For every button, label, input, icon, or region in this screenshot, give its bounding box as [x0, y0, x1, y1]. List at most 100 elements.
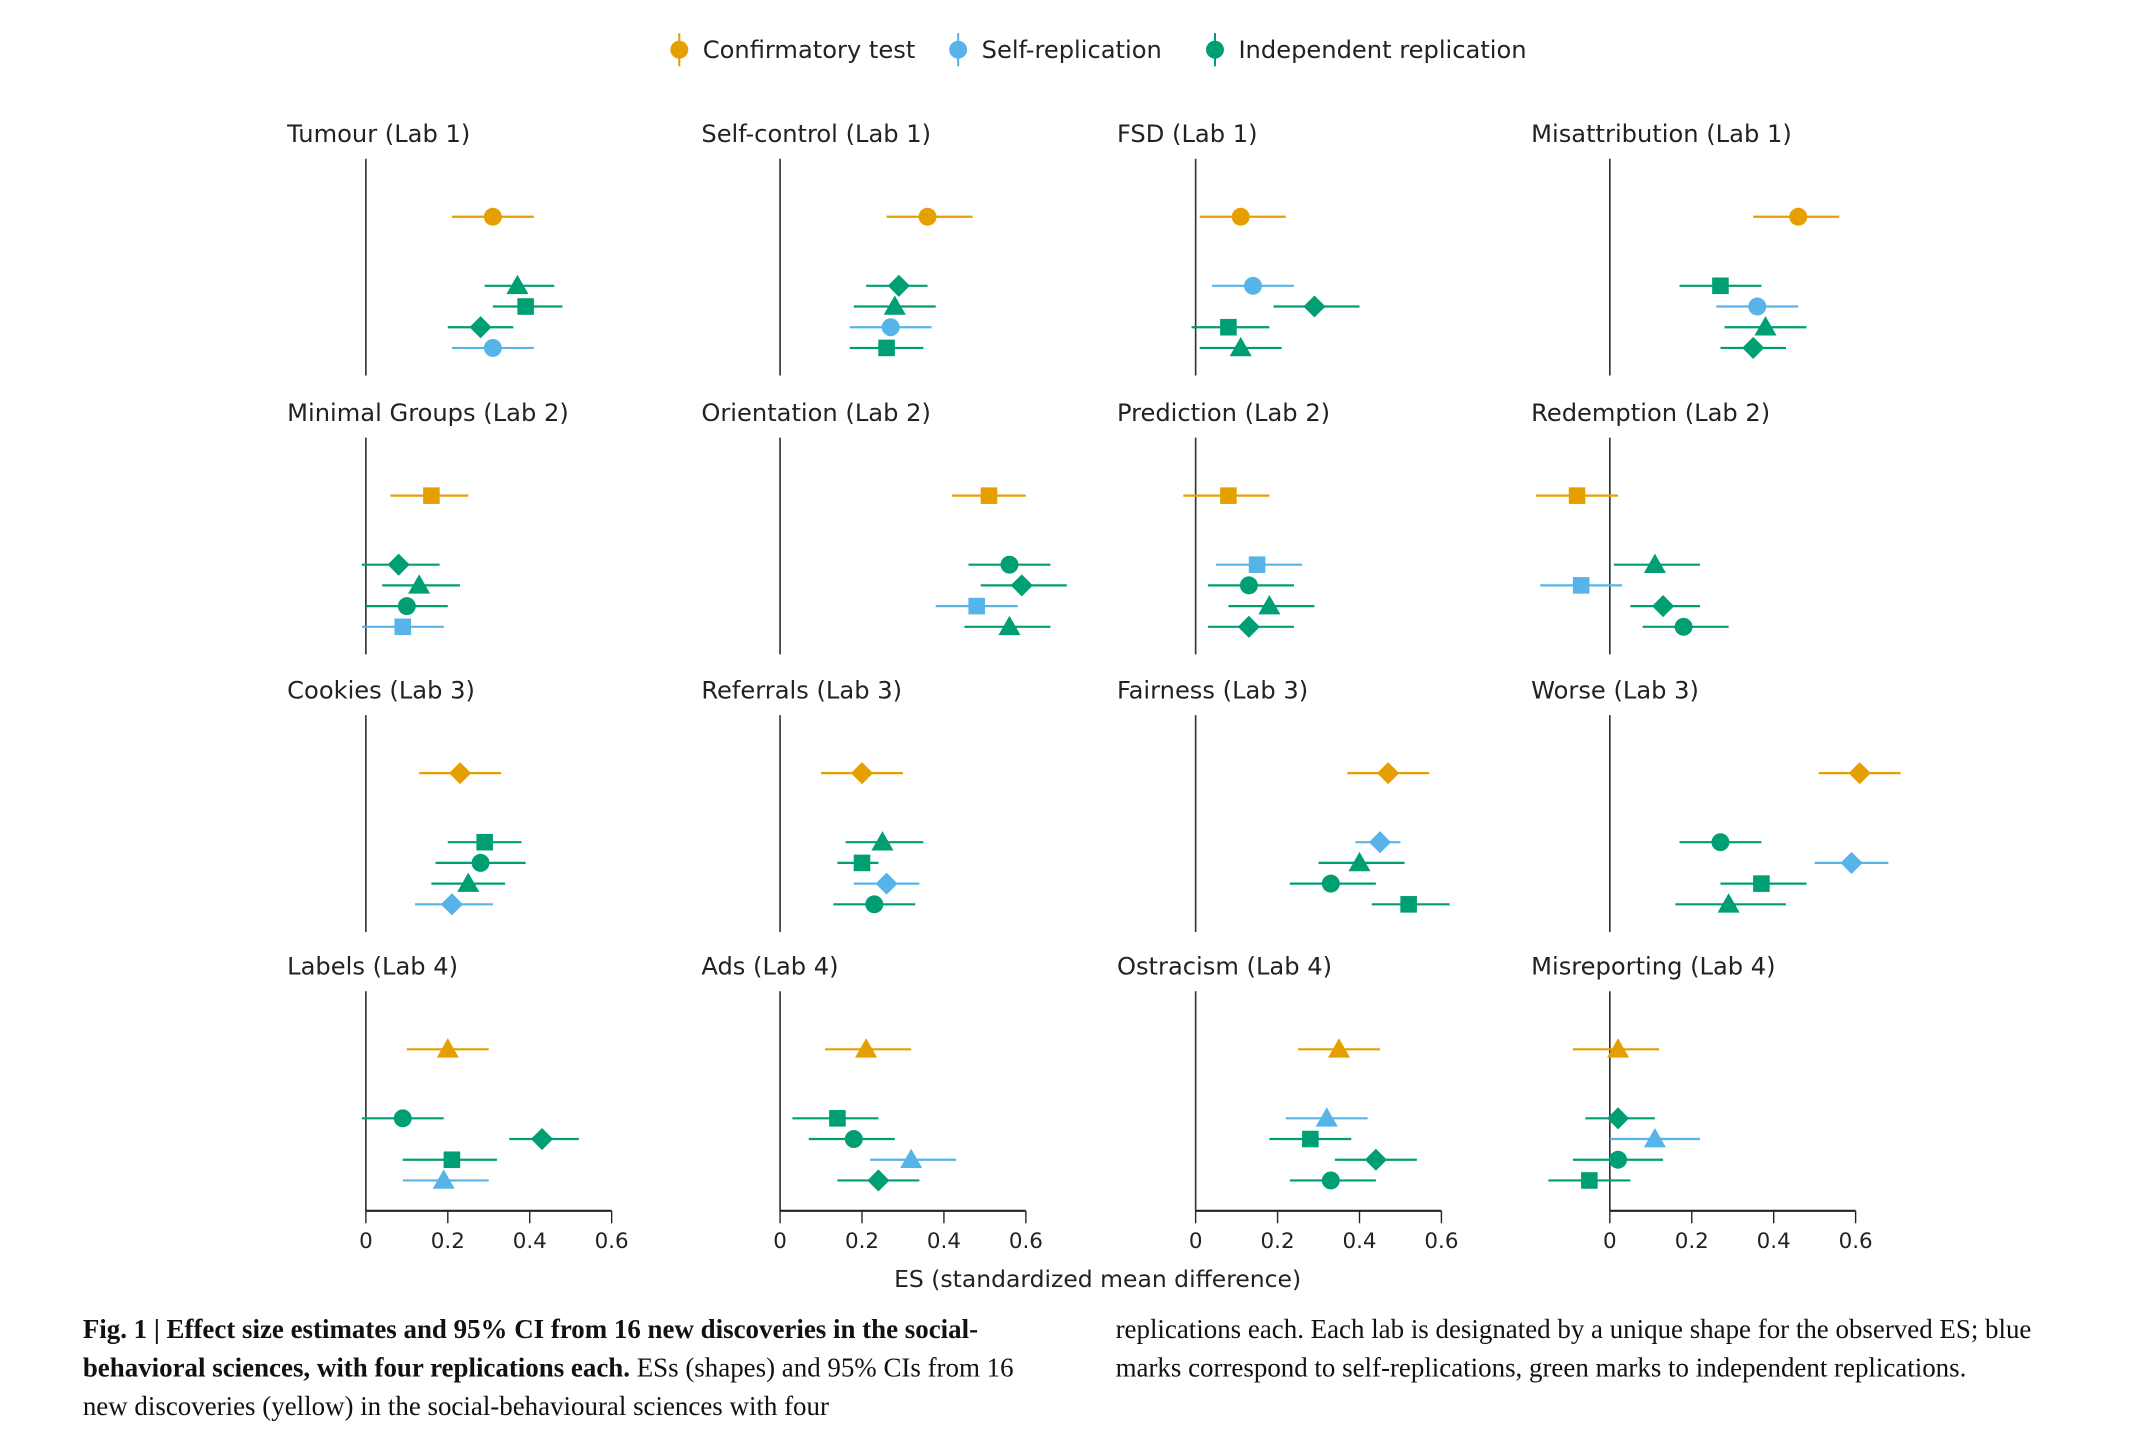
estimate-self — [853, 872, 920, 895]
caption-title: Fig. 1 | Effect size estimates and 95% C… — [82, 1315, 979, 1384]
panel: Worse (Lab 3) — [1531, 677, 1901, 932]
panel: FSD (Lab 1) — [1117, 120, 1360, 376]
diamond-marker — [850, 762, 874, 785]
caption-left: Fig. 1 | Effect size estimates and 95% C… — [83, 1312, 1049, 1428]
estimate-independent — [492, 298, 563, 315]
triangle-marker — [436, 1038, 459, 1058]
estimate-independent — [1630, 595, 1700, 618]
estimate-self — [1716, 297, 1799, 316]
triangle-marker — [1643, 553, 1666, 573]
estimate-confirmatory — [886, 207, 973, 226]
diamond-marker — [887, 274, 910, 297]
panel-title: Misattribution (Lab 1) — [1531, 120, 1792, 148]
diamond-marker — [1377, 762, 1400, 785]
panel: Minimal Groups (Lab 2) — [287, 399, 569, 655]
estimate-independent — [402, 1151, 497, 1169]
square-marker — [878, 339, 895, 357]
caption-right: replications each. Each lab is designate… — [1115, 1315, 2032, 1384]
estimate-independent — [1289, 1171, 1376, 1190]
x-tick-label: 0.6 — [1424, 1229, 1458, 1254]
estimate-confirmatory — [825, 1038, 912, 1058]
diamond-marker — [1368, 831, 1392, 854]
estimate-independent — [1199, 336, 1282, 357]
square-marker — [1248, 556, 1266, 573]
estimate-confirmatory — [419, 762, 502, 785]
x-tick-label: 0.2 — [1675, 1229, 1709, 1254]
legend-item-independent: Independent replication — [1205, 33, 1527, 67]
estimate-confirmatory — [406, 1038, 489, 1058]
diamond-marker — [1848, 762, 1871, 785]
legend-marker-icon — [1205, 40, 1224, 59]
estimate-independent — [509, 1127, 579, 1151]
circle-marker — [881, 318, 900, 337]
x-tick-label: 0.2 — [1261, 1229, 1295, 1254]
estimate-self — [1216, 556, 1303, 573]
estimate-independent — [1289, 874, 1376, 893]
square-marker — [1712, 277, 1729, 295]
estimate-independent — [1334, 1148, 1417, 1171]
estimate-independent — [866, 274, 928, 297]
panel-title: FSD (Lab 1) — [1117, 120, 1258, 148]
diamond-marker — [469, 316, 492, 339]
estimate-independent — [1228, 595, 1315, 615]
estimate-independent — [435, 853, 526, 872]
x-tick-label: 0.4 — [1757, 1229, 1791, 1254]
estimate-confirmatory — [1199, 207, 1286, 226]
estimate-independent — [1207, 576, 1294, 595]
legend-marker-icon — [949, 40, 968, 59]
estimate-confirmatory — [821, 762, 903, 785]
diamond-marker — [867, 1169, 890, 1192]
diamond-marker — [1010, 574, 1033, 597]
panel-title: Ostracism (Lab 4) — [1117, 953, 1332, 981]
x-tick-label: 0.4 — [513, 1229, 547, 1254]
estimate-confirmatory — [1753, 207, 1840, 226]
circle-marker — [1748, 297, 1767, 316]
panel-title: Self-control (Lab 1) — [701, 120, 931, 148]
triangle-marker — [871, 831, 894, 851]
legend-label: Self-replication — [982, 36, 1162, 64]
panel: Fairness (Lab 3) — [1117, 677, 1450, 932]
estimate-independent — [964, 615, 1051, 636]
x-tick-label: 0.4 — [1342, 1229, 1376, 1254]
diamond-marker — [1237, 615, 1260, 638]
circle-marker — [918, 207, 937, 226]
triangle-marker — [1643, 1127, 1666, 1148]
estimate-independent — [1724, 316, 1807, 336]
estimate-independent — [1318, 851, 1405, 872]
square-marker — [517, 298, 534, 315]
circle-marker — [844, 1130, 863, 1149]
estimate-independent — [1679, 833, 1762, 852]
x-tick-label: 0.6 — [1009, 1229, 1043, 1254]
estimate-self — [415, 893, 493, 916]
estimate-self — [849, 318, 932, 337]
triangle-marker — [408, 574, 431, 594]
estimate-independent — [837, 854, 879, 872]
legend-item-self: Self-replication — [949, 33, 1162, 67]
square-marker — [1581, 1172, 1598, 1189]
square-marker — [476, 833, 493, 851]
x-tick-label: 0 — [1603, 1229, 1617, 1254]
panel-title: Cookies (Lab 3) — [287, 677, 475, 705]
circle-marker — [483, 338, 502, 357]
estimate-independent — [1613, 553, 1700, 573]
circle-marker — [1231, 207, 1250, 226]
square-marker — [829, 1110, 846, 1127]
estimate-independent — [1548, 1172, 1631, 1189]
triangle-marker — [855, 1038, 878, 1058]
circle-marker — [1000, 555, 1019, 574]
estimate-independent — [1207, 615, 1294, 638]
legend-label: Confirmatory test — [703, 36, 916, 64]
circle-marker — [1239, 576, 1258, 595]
legend-item-confirmatory: Confirmatory test — [670, 33, 916, 67]
estimate-independent — [365, 597, 448, 616]
square-marker — [980, 487, 998, 504]
diamond-marker — [875, 872, 898, 895]
estimate-independent — [382, 574, 461, 594]
estimate-independent — [1720, 875, 1807, 892]
panel-title: Fairness (Lab 3) — [1117, 677, 1308, 705]
diamond-marker — [1303, 295, 1326, 318]
square-marker — [968, 597, 985, 615]
circle-marker — [1674, 617, 1693, 636]
estimate-independent — [980, 574, 1067, 597]
